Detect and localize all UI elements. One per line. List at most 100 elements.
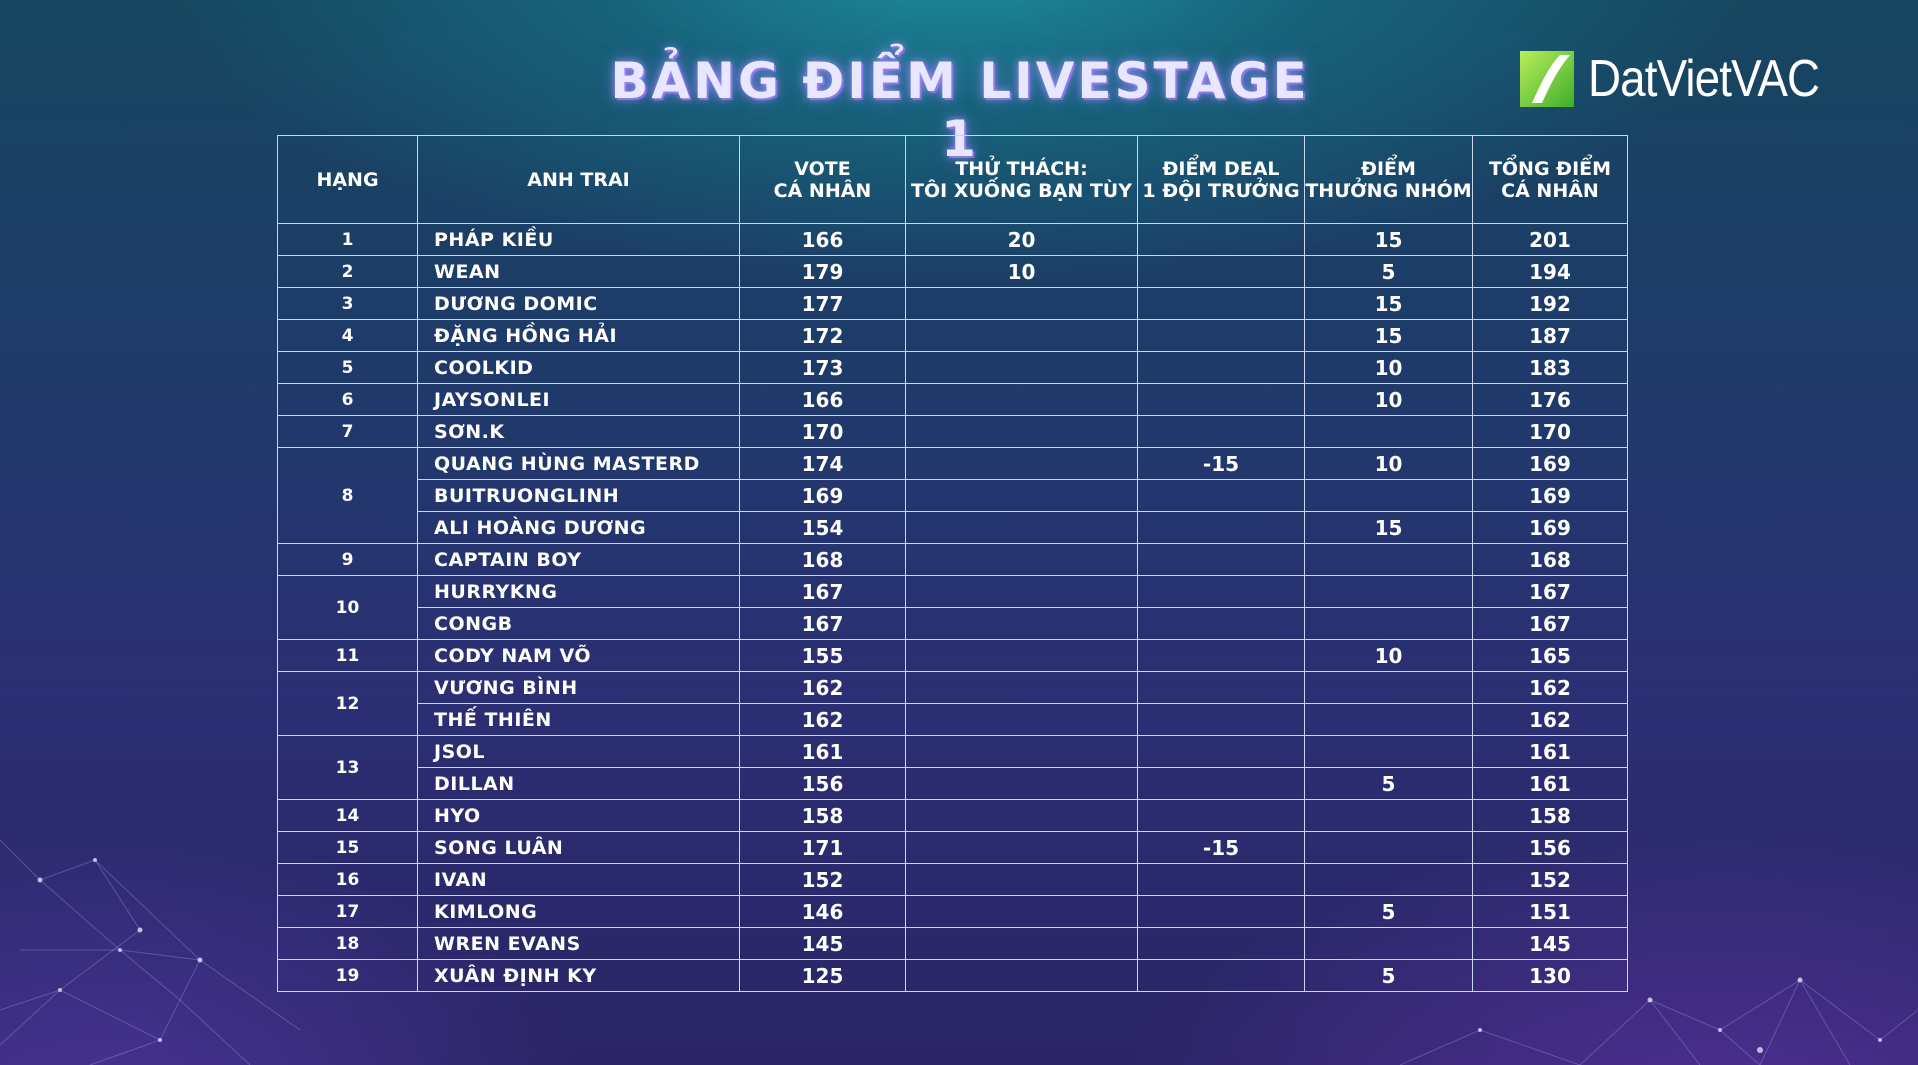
group-bonus-cell: [1304, 799, 1473, 832]
group-bonus-cell: [1304, 575, 1473, 608]
header-bonus-line-1: ĐIỂM: [1361, 157, 1416, 180]
challenge-cell: [905, 479, 1138, 512]
vote-cell: 161: [739, 735, 906, 768]
total-cell: 152: [1472, 863, 1628, 896]
datvietvac-logo-icon: [1520, 51, 1574, 107]
challenge-cell: [905, 831, 1138, 864]
group-bonus-cell: 10: [1304, 447, 1473, 480]
deal-cell: [1137, 575, 1305, 608]
rank-cell: 7: [277, 415, 418, 448]
vote-cell: 125: [739, 959, 906, 992]
vote-cell: 156: [739, 767, 906, 800]
deal-cell: [1137, 479, 1305, 512]
group-bonus-cell: 5: [1304, 895, 1473, 928]
challenge-cell: [905, 319, 1138, 352]
contestant-name-cell: VƯƠNG BÌNH: [417, 671, 740, 704]
deal-cell: [1137, 799, 1305, 832]
total-cell: 194: [1472, 255, 1628, 288]
rank-cell: 3: [277, 287, 418, 320]
deal-cell: -15: [1137, 447, 1305, 480]
group-bonus-cell: [1304, 607, 1473, 640]
total-cell: 158: [1472, 799, 1628, 832]
group-bonus-cell: [1304, 479, 1473, 512]
rank-cell: 10: [277, 575, 418, 640]
contestant-name-cell: THẾ THIÊN: [417, 703, 740, 736]
vote-cell: 155: [739, 639, 906, 672]
header-challenge-line-1: THỬ THÁCH:: [955, 157, 1088, 180]
group-bonus-cell: 15: [1304, 223, 1473, 256]
table-row: 15 SONG LUÂN 171 -15 156: [277, 831, 1628, 864]
rank-cell: 9: [277, 543, 418, 576]
total-cell: 162: [1472, 703, 1628, 736]
vote-cell: 146: [739, 895, 906, 928]
table-header-row: HẠNG ANH TRAI VOTE CÁ NHÂN THỬ THÁCH: TÔI …: [277, 135, 1628, 224]
challenge-cell: [905, 543, 1138, 576]
rank-cell: 15: [277, 831, 418, 864]
rank-cell: 16: [277, 863, 418, 896]
deal-cell: [1137, 639, 1305, 672]
deal-cell: [1137, 383, 1305, 416]
total-cell: 151: [1472, 895, 1628, 928]
total-cell: 176: [1472, 383, 1628, 416]
rank-cell: 13: [277, 735, 418, 800]
contestant-name-cell: WEAN: [417, 255, 740, 288]
header-deal-line-2: 1 ĐỘI TRƯỞNG: [1142, 179, 1300, 202]
group-bonus-cell: 15: [1304, 319, 1473, 352]
header-rank-label: HẠNG: [316, 168, 379, 191]
table-row: 19 XUÂN ĐỊNH KY 125 5 130: [277, 959, 1628, 992]
rank-cell: 19: [277, 959, 418, 992]
total-cell: 167: [1472, 607, 1628, 640]
rank-cell: 18: [277, 927, 418, 960]
table-row: 18 WREN EVANS 145 145: [277, 927, 1628, 960]
deal-cell: [1137, 927, 1305, 960]
total-cell: 169: [1472, 479, 1628, 512]
header-rank: HẠNG: [277, 135, 418, 224]
header-vote: VOTE CÁ NHÂN: [739, 135, 906, 224]
table-row: DILLAN 156 5 161: [278, 767, 1628, 800]
challenge-cell: [905, 927, 1138, 960]
vote-cell: 154: [739, 511, 906, 544]
contestant-name-cell: JSOL: [417, 735, 740, 768]
score-table-body: 1 PHÁP KIỀU 166 20 15 201 2 WEAN 179 10 5 194 3 DƯƠNG…: [277, 223, 1628, 992]
group-bonus-cell: [1304, 735, 1473, 768]
contestant-name-cell: PHÁP KIỀU: [417, 223, 740, 256]
table-row: 12 VƯƠNG BÌNH 162 162: [277, 671, 1628, 736]
group-bonus-cell: 10: [1304, 639, 1473, 672]
challenge-cell: 20: [905, 223, 1138, 256]
contestant-name-cell: BUITRUONGLINH: [417, 479, 740, 512]
table-row: 13 JSOL 161 161: [277, 735, 1628, 800]
challenge-cell: [905, 287, 1138, 320]
vote-cell: 166: [739, 383, 906, 416]
total-cell: 156: [1472, 831, 1628, 864]
group-bonus-cell: 10: [1304, 351, 1473, 384]
group-bonus-cell: [1304, 543, 1473, 576]
group-bonus-cell: 15: [1304, 511, 1473, 544]
vote-cell: 145: [739, 927, 906, 960]
rank-cell: 11: [277, 639, 418, 672]
challenge-cell: [905, 639, 1138, 672]
table-row: 14 HYO 158 158: [277, 799, 1628, 832]
header-contestant-label: ANH TRAI: [527, 168, 630, 191]
table-row: 2 WEAN 179 10 5 194: [277, 255, 1628, 288]
deal-cell: [1137, 543, 1305, 576]
rank-cell: 12: [277, 671, 418, 736]
vote-cell: 167: [739, 575, 906, 608]
vote-cell: 162: [739, 703, 906, 736]
contestant-name-cell: KIMLONG: [417, 895, 740, 928]
deal-cell: [1137, 287, 1305, 320]
challenge-cell: [905, 447, 1138, 480]
group-bonus-cell: [1304, 415, 1473, 448]
total-cell: 183: [1472, 351, 1628, 384]
deal-cell: -15: [1137, 831, 1305, 864]
total-cell: 192: [1472, 287, 1628, 320]
table-row: 5 COOLKID 173 10 183: [277, 351, 1628, 384]
rank-cell: 17: [277, 895, 418, 928]
total-cell: 161: [1472, 735, 1628, 768]
table-row: ALI HOÀNG DƯƠNG 154 15 169: [278, 511, 1628, 544]
header-challenge: THỬ THÁCH: TÔI XUỐNG BẠN TÙY: [905, 135, 1138, 224]
header-group-bonus: ĐIỂM THƯỞNG NHÓM: [1304, 135, 1473, 224]
vote-cell: 170: [739, 415, 906, 448]
rank-cell: 5: [277, 351, 418, 384]
contestant-name-cell: ĐẶNG HỒNG HẢI: [417, 319, 740, 352]
group-bonus-cell: 5: [1304, 255, 1473, 288]
